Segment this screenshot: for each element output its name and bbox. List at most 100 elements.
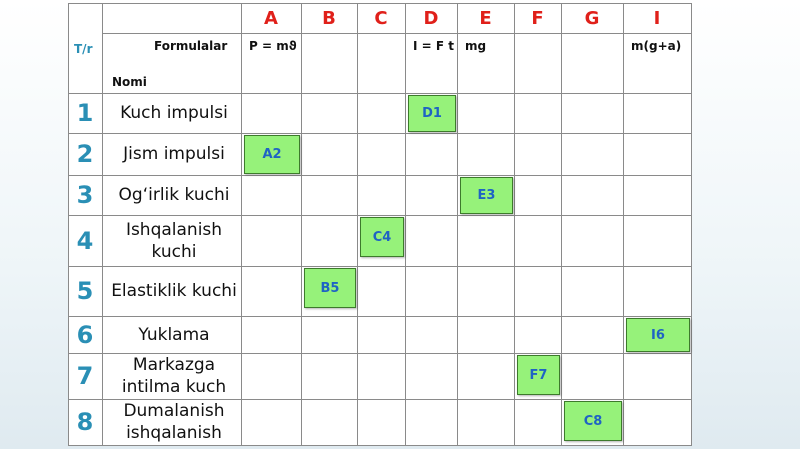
table-cell — [623, 3, 692, 34]
formula: P = mϑ — [249, 39, 297, 53]
table-cell — [561, 215, 624, 267]
row-number: 1 — [76, 99, 94, 127]
table-cell — [301, 133, 358, 176]
row-name: Markazga intilma kuch — [121, 355, 227, 397]
table-cell — [623, 266, 692, 317]
answer-card: I6 — [626, 318, 690, 352]
table-cell — [301, 175, 358, 216]
table-cell — [514, 175, 562, 216]
table-cell — [623, 93, 692, 134]
table-cell — [405, 133, 458, 176]
answer-card: A2 — [244, 135, 300, 174]
row-name: Elastiklik kuchi — [111, 281, 237, 301]
table-cell — [301, 316, 358, 354]
table-cell — [405, 316, 458, 354]
table-cell — [514, 266, 562, 317]
table-cell — [514, 399, 562, 446]
answer-card: B5 — [304, 268, 356, 308]
table-cell — [102, 3, 242, 34]
table-cell — [102, 399, 242, 446]
table-cell — [68, 133, 103, 176]
table-cell — [241, 266, 302, 317]
column-letter: E — [479, 8, 492, 29]
table-cell — [68, 175, 103, 216]
table-cell — [457, 215, 515, 267]
table-cell — [301, 399, 358, 446]
table-cell — [102, 93, 242, 134]
table-cell — [623, 215, 692, 267]
table-cell — [561, 175, 624, 216]
table-cell — [301, 93, 358, 134]
row-name: Ishqalanish kuchi — [125, 219, 223, 262]
table-cell — [405, 353, 458, 400]
table-cell — [514, 215, 562, 267]
table-cell — [102, 175, 242, 216]
formulalar-header: Formulalar — [154, 39, 228, 53]
table-cell — [561, 353, 624, 400]
row-number: 5 — [76, 277, 94, 305]
row-number: 7 — [76, 362, 94, 390]
table-cell — [457, 133, 515, 176]
table-cell — [357, 316, 406, 354]
column-letter: G — [584, 8, 600, 29]
formula: m(g+a) — [631, 39, 682, 53]
column-letter: B — [322, 8, 336, 29]
table-cell — [102, 316, 242, 354]
table-cell — [457, 93, 515, 134]
table-cell — [405, 399, 458, 446]
table-cell — [241, 316, 302, 354]
row-number: 4 — [76, 226, 94, 255]
table-cell — [514, 33, 562, 94]
answer-card: C8 — [564, 401, 622, 441]
table-cell — [405, 175, 458, 216]
table-cell — [457, 266, 515, 317]
table-cell — [514, 93, 562, 134]
table-cell — [623, 175, 692, 216]
row-name: Yuklama — [138, 324, 210, 345]
table-cell — [457, 316, 515, 354]
table-cell — [405, 266, 458, 317]
column-letter: F — [531, 8, 544, 29]
column-letter: I — [653, 8, 661, 29]
table-cell — [241, 215, 302, 267]
table-cell — [241, 175, 302, 216]
row-number: 6 — [76, 320, 94, 349]
table-cell — [241, 353, 302, 400]
answer-card: E3 — [460, 177, 513, 214]
table-cell — [514, 133, 562, 176]
table-cell — [68, 399, 103, 446]
table-cell — [561, 133, 624, 176]
table-cell — [241, 399, 302, 446]
table-cell — [301, 215, 358, 267]
table-cell — [357, 3, 406, 34]
table-cell — [457, 399, 515, 446]
table-cell — [301, 33, 358, 94]
table-cell — [405, 215, 458, 267]
row-number: 8 — [76, 408, 94, 436]
row-name: Kuch impulsi — [120, 103, 228, 123]
table-cell — [561, 33, 624, 94]
answer-card: C4 — [360, 217, 404, 257]
table-cell — [102, 33, 242, 94]
table-cell — [68, 353, 103, 400]
table-cell — [102, 266, 242, 317]
nomi-header: Nomi — [112, 75, 147, 89]
table-cell — [102, 353, 242, 400]
table-cell — [357, 353, 406, 400]
table-cell — [561, 93, 624, 134]
formula: I = F t — [413, 39, 454, 53]
table-cell — [357, 33, 406, 94]
column-letter: A — [264, 8, 278, 29]
table-cell — [357, 399, 406, 446]
table-cell — [241, 93, 302, 134]
row-name: Og‘irlik kuchi — [118, 185, 230, 205]
column-letter: C — [374, 8, 388, 29]
table-cell — [623, 133, 692, 176]
row-number: 3 — [76, 181, 94, 209]
table-cell — [357, 133, 406, 176]
row-name: Jism impulsi — [123, 144, 225, 164]
answer-card: D1 — [408, 95, 456, 132]
row-name: Dumalanish ishqalanish — [123, 401, 225, 443]
answer-card: F7 — [517, 355, 560, 395]
